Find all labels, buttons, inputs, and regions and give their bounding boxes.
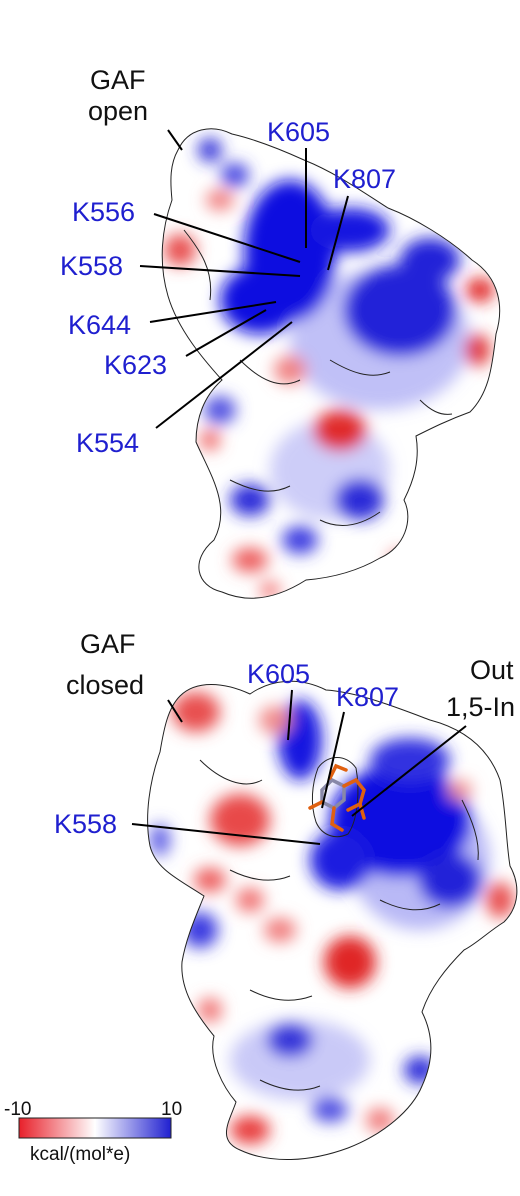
leader-k558-open	[139, 265, 301, 277]
leader-k807-closed	[321, 711, 345, 809]
leader-k605-closed	[287, 689, 293, 741]
surface-gaf-open	[161, 128, 501, 599]
residue-label-k558-open: K558	[60, 251, 123, 281]
leader-k558-closed	[131, 823, 321, 845]
ligand-label-line1: Out	[470, 655, 514, 685]
colorbar-max-label: 10	[161, 1099, 182, 1120]
leader-k644-open	[149, 301, 277, 323]
residue-label-k558-closed: K558	[54, 809, 117, 839]
residue-label-k554-open: K554	[76, 428, 139, 458]
state-label-closed-line1: GAF	[80, 629, 136, 659]
leader-k623-open	[185, 309, 267, 357]
colorbar-min-label: -10	[4, 1099, 31, 1120]
state-label-open-line1: GAF	[90, 65, 146, 95]
leader-k807-open	[327, 195, 349, 271]
residue-label-k556-open: K556	[72, 197, 135, 227]
leader-k554-open	[155, 321, 293, 429]
state-label-closed-line2: closed	[66, 670, 144, 700]
surface-gaf-closed	[147, 680, 518, 1161]
colorbar-unit-label: kcal/(mol*e)	[30, 1144, 130, 1165]
state-label-open-leader	[167, 129, 183, 151]
residue-label-k644-open: K644	[68, 310, 131, 340]
state-label-closed-leader	[167, 699, 183, 723]
leader-ligand	[351, 725, 467, 817]
colorbar-gradient	[18, 1117, 172, 1139]
residue-label-k807-open: K807	[333, 164, 396, 194]
state-label-open-line2: open	[88, 96, 148, 126]
residue-label-k605-open: K605	[267, 117, 330, 147]
leader-k556-open	[153, 213, 301, 263]
residue-label-k623-open: K623	[104, 350, 167, 380]
ligand-label-line2: 1,5-In	[446, 692, 515, 722]
colorbar: -10 10 kcal/(mol*e)	[4, 1099, 182, 1165]
residue-label-k605-closed: K605	[247, 659, 310, 689]
ligand-stick-model	[308, 763, 366, 832]
residue-label-k807-closed: K807	[336, 682, 399, 712]
